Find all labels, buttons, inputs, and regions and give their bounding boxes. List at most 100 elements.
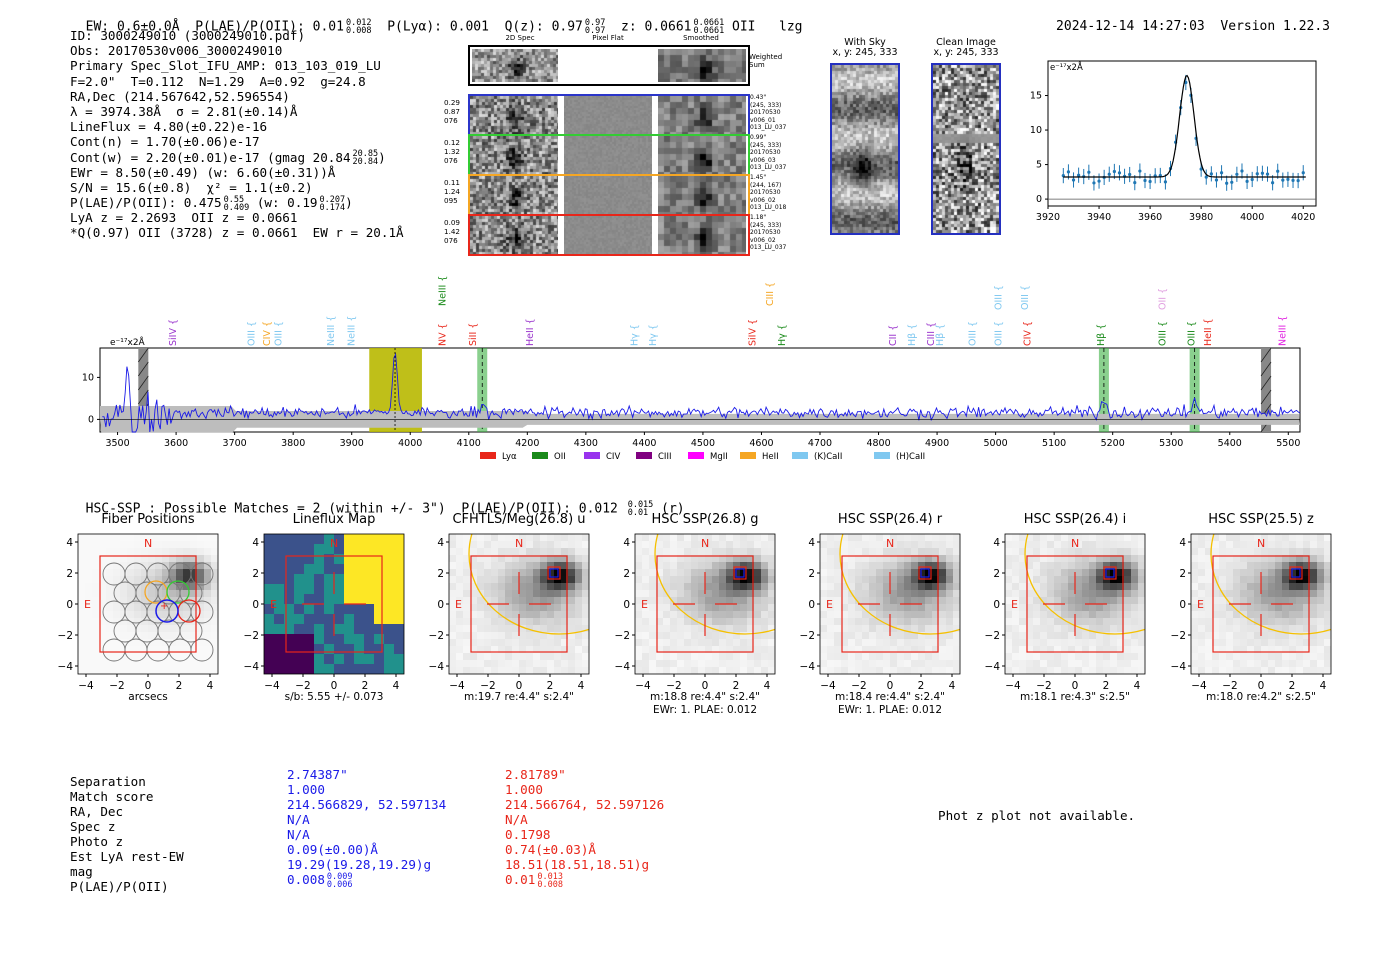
match-box-blue — [1291, 568, 1301, 578]
panel-ytick-label: 0 — [437, 599, 444, 611]
cutout-row-stats: 0.29 0.87 076 — [444, 98, 460, 125]
panel-xtick-label: −2 — [851, 680, 866, 692]
table-cell: 214.566829, 52.597134 — [287, 797, 447, 812]
panel-xtick-label: 4 — [393, 680, 400, 692]
search-box — [99, 555, 197, 653]
crosshair — [487, 572, 551, 636]
panel-ytick-label: −2 — [244, 630, 259, 642]
panel-ytick-label: −2 — [1171, 630, 1186, 642]
spectral-line-label: SiII { — [468, 323, 479, 346]
imaging-panel-sub: m:19.7 re:4.4" s:2.4" — [464, 691, 574, 703]
imaging-panel-title: CFHTLS/Meg(26.8) u — [452, 512, 586, 527]
info-contw-hi: 20.85 — [352, 149, 379, 159]
table-row-label: P(LAE)/P(OII) — [70, 879, 169, 894]
header-z: z: 0.0661 — [621, 19, 692, 35]
table-cell: 214.566764, 52.597126 — [505, 797, 665, 812]
crosshair — [1043, 572, 1107, 636]
spectral-line-label: Hβ { — [1096, 324, 1107, 346]
header-right: 2024-12-14 14:27:03 Version 1.22.3 — [1040, 4, 1330, 34]
panel-xtick-label: 2 — [1103, 680, 1110, 692]
aperture-ellipse — [468, 534, 589, 635]
cutout-meta-line: (244, 167) — [750, 181, 782, 189]
fiber-blue — [155, 599, 179, 623]
panel-xtick-label: 0 — [516, 680, 523, 692]
spectrum-xtick-label: 4600 — [749, 438, 773, 449]
cutout-meta-line: 20170530 — [750, 109, 781, 117]
spectrum-ytick-label: 10 — [82, 372, 94, 383]
spectral-line-label: OIII { — [1187, 321, 1198, 346]
photz-note: Phot z plot not available. — [938, 808, 1136, 823]
legend-entry: CIII — [636, 452, 671, 462]
info-primary: Primary Spec_Slot_IFU_AMP: 013_103_019_L… — [70, 58, 381, 74]
panel-ytick-label: −2 — [985, 630, 1000, 642]
spectrum-xtick-label: 3900 — [340, 438, 364, 449]
panel-xtick-label: 2 — [733, 680, 740, 692]
with-sky-label: With Sky — [844, 37, 886, 48]
cutout-meta-line: 013_LU_037 — [750, 244, 787, 252]
cutout-row-meta: 1.18" (245, 333) 20170530 v006_02 013_LU_037 — [750, 214, 786, 252]
detection-cross: + — [160, 601, 168, 612]
panel-xtick-label: 4 — [207, 680, 214, 692]
fit-xtick-label: 3960 — [1138, 212, 1162, 223]
spectrum-xtick-label: 4700 — [808, 438, 832, 449]
header-z-line: OII — [732, 19, 756, 35]
cutout-stat: 0.87 — [444, 107, 461, 116]
spectrum-xtick-label: 3500 — [105, 438, 129, 449]
cutout-smooth-image — [658, 96, 746, 134]
cutout-row-meta: 0.99" (245, 333) 20170530 v006_03 013_LU_037 — [750, 134, 786, 172]
spectral-line-label: OII { — [1157, 288, 1168, 310]
panel-ytick-label: −4 — [985, 661, 1001, 673]
cutout-meta-line: (245, 333) — [750, 101, 782, 109]
spectral-line-label: OIII { — [1020, 285, 1031, 310]
cutout-row-stats: 0.12 1.32 076 — [444, 138, 460, 165]
fit-data-point — [1097, 173, 1101, 189]
aperture-ellipse — [1210, 534, 1331, 635]
cutout-stat: 0.29 — [444, 98, 461, 107]
svg-text:Lyα: Lyα — [502, 452, 517, 462]
fit-data-point — [1214, 172, 1219, 188]
spectrum-xtick-label: 5000 — [984, 438, 1008, 449]
cutout-smooth-image — [658, 216, 746, 254]
weighted-label: Weighted Sum — [749, 53, 783, 69]
panel-ytick-label: 2 — [252, 568, 259, 580]
weighted-smooth-image — [658, 49, 746, 82]
cutout-meta-line: 013_LU_037 — [750, 164, 787, 172]
spectral-line-label: Hγ { — [629, 324, 640, 346]
panel-ytick-label: 4 — [623, 537, 630, 549]
table-row-label: RA, Dec — [70, 804, 124, 819]
fit-xtick-label: 3940 — [1087, 212, 1111, 223]
panel-xtick-label: −4 — [820, 680, 836, 692]
clean-image — [931, 63, 1001, 235]
cutout-meta-line: 20170530 — [750, 229, 781, 237]
compass-east: E — [270, 598, 277, 611]
cutout-meta-line: v006_03 — [750, 156, 776, 164]
panel-xtick-label: −2 — [1222, 680, 1237, 692]
cutout-row-meta: 1.45" (244, 167) 20170530 v006_02 013_LU_018 — [750, 174, 786, 212]
spectrum-xtick-label: 4500 — [691, 438, 715, 449]
legend-entry: OII — [532, 452, 566, 462]
info-plae-hi: 0.55 — [223, 194, 245, 205]
cutout-smooth-image — [658, 136, 746, 174]
spectrum-line — [102, 352, 1301, 433]
panel-ytick-label: 4 — [252, 537, 259, 549]
full-spectrum-plot: 3500 3600 3700 3800 3900 4000 4100 4200 4300 4400… — [82, 276, 1301, 462]
table-cell-lo: 0.008 — [537, 879, 563, 890]
table-cell-value: 0.01 — [505, 872, 536, 887]
info-id: ID: 3000249010 (3000249010.pdf) — [70, 28, 306, 43]
panel-xtick-label: 2 — [918, 680, 925, 692]
matches-text: HSC-SSP : Possible Matches = 2 (within +… — [85, 501, 618, 517]
spectral-line-label: Hγ { — [777, 324, 788, 346]
info-contw: Cont(w) = 2.20(±0.01)e-17 (gmag 20.84 20.… — [70, 149, 386, 167]
fit-data-point — [1296, 172, 1300, 189]
header-ew: EW: 0.6±0.0Å — [85, 19, 180, 35]
imaging-panel-title: HSC SSP(26.8) g — [651, 512, 759, 527]
panel-ytick-label: 4 — [437, 537, 444, 549]
spectrum-xtick-label: 3800 — [281, 438, 305, 449]
legend-entry: (H)CaII — [874, 452, 925, 462]
panel-xtick-label: 4 — [1134, 680, 1141, 692]
match-table-blue: 2.74387" 1.000 214.566829, 52.597134 N/A N/A… — [287, 767, 446, 889]
search-box — [285, 555, 383, 653]
table-cell-range: 0.009 0.006 — [327, 872, 353, 889]
fit-ytick-label: 5 — [1036, 160, 1042, 171]
spectral-line-label: HeII { — [525, 318, 536, 346]
